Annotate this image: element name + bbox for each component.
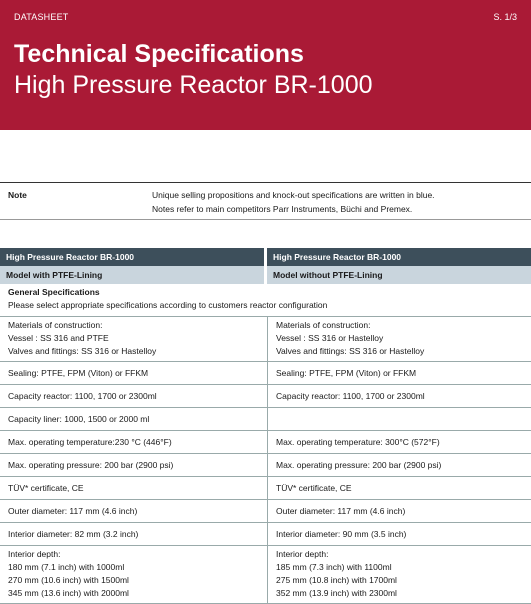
table-header-row: High Pressure Reactor BR-1000 High Press… bbox=[0, 248, 531, 266]
spec-text: Vessel : SS 316 and PTFE bbox=[8, 333, 109, 343]
spec-text: Outer diameter: 117 mm (4.6 inch) bbox=[276, 506, 406, 516]
left-spec-cell: Capacity reactor: 1100, 1700 or 2300ml bbox=[0, 385, 264, 407]
note-text-line: Notes refer to main competitors Parr Ins… bbox=[152, 204, 413, 214]
spec-text: Max. operating temperature: 300°C (572°F… bbox=[276, 437, 440, 447]
left-spec-cell: Sealing: PTFE, FPM (Viton) or FFKM bbox=[0, 362, 264, 384]
spec-text: Materials of construction: bbox=[276, 320, 371, 330]
right-spec-cell: TÜV* certificate, CE bbox=[267, 477, 531, 499]
table-row: Capacity reactor: 1100, 1700 or 2300ml Ca… bbox=[0, 385, 531, 408]
spec-text: Max. operating pressure: 200 bar (2900 p… bbox=[276, 460, 442, 470]
spec-text: Sealing: PTFE, FPM (Viton) or FFKM bbox=[8, 368, 149, 378]
spec-text: 270 mm (10.6 inch) with 1500ml bbox=[8, 575, 129, 585]
spec-text: Max. operating pressure: 200 bar (2900 p… bbox=[8, 460, 174, 470]
spec-text: Interior depth: bbox=[276, 549, 329, 559]
doc-type-label: DATASHEET bbox=[14, 12, 69, 22]
right-column-header: High Pressure Reactor BR-1000 bbox=[267, 248, 531, 266]
table-row: Sealing: PTFE, FPM (Viton) or FFKM Sealin… bbox=[0, 362, 531, 385]
spec-text: Capacity liner: 1000, 1500 or 2000 ml bbox=[8, 414, 150, 424]
spec-text: Valves and fittings: SS 316 or Hastelloy bbox=[8, 346, 157, 356]
spec-text: Interior diameter: 90 mm (3.5 inch) bbox=[276, 529, 407, 539]
spec-table: High Pressure Reactor BR-1000 High Press… bbox=[0, 248, 531, 604]
spec-text: Outer diameter: 117 mm (4.6 inch) bbox=[8, 506, 138, 516]
table-row: Max. operating temperature:230 °C (446°F… bbox=[0, 431, 531, 454]
spec-text: Materials of construction: bbox=[8, 320, 103, 330]
note-section: Note Unique selling propositions and kno… bbox=[0, 182, 531, 220]
general-specs-text: Please select appropriate specifications… bbox=[8, 300, 328, 310]
left-spec-cell: Max. operating pressure: 200 bar (2900 p… bbox=[0, 454, 264, 476]
general-specs: General Specifications Please select app… bbox=[0, 284, 531, 317]
general-specs-title: General Specifications bbox=[8, 287, 100, 297]
left-spec-cell: Max. operating temperature:230 °C (446°F… bbox=[0, 431, 264, 453]
left-spec-cell: TÜV* certificate, CE bbox=[0, 477, 264, 499]
right-spec-cell: Interior diameter: 90 mm (3.5 inch) bbox=[267, 523, 531, 545]
left-spec-cell: Materials of construction: Vessel : SS 31… bbox=[0, 317, 264, 361]
right-spec-cell: Sealing: PTFE, FPM (Viton) or FFKM bbox=[267, 362, 531, 384]
note-label: Note bbox=[8, 190, 27, 200]
right-spec-cell: Interior depth: 185 mm (7.3 inch) with 11… bbox=[267, 546, 531, 603]
spec-text: TÜV* certificate, CE bbox=[8, 483, 84, 493]
right-model-label: Model without PTFE-Lining bbox=[267, 266, 531, 284]
spec-text: Max. operating temperature:230 °C (446°F… bbox=[8, 437, 172, 447]
page-subtitle: High Pressure Reactor BR-1000 bbox=[14, 71, 373, 99]
spec-text: 275 mm (10.8 inch) with 1700ml bbox=[276, 575, 397, 585]
table-row: Materials of construction: Vessel : SS 31… bbox=[0, 317, 531, 362]
spec-text: Valves and fittings: SS 316 or Hastelloy bbox=[276, 346, 425, 356]
spec-text: Vessel : SS 316 or Hastelloy bbox=[276, 333, 384, 343]
note-text-line: Unique selling propositions and knock-ou… bbox=[152, 190, 435, 200]
right-spec-cell: Capacity reactor: 1100, 1700 or 2300ml bbox=[267, 385, 531, 407]
left-column-header: High Pressure Reactor BR-1000 bbox=[0, 248, 264, 266]
right-spec-cell bbox=[267, 408, 531, 430]
left-spec-cell: Capacity liner: 1000, 1500 or 2000 ml bbox=[0, 408, 264, 430]
left-model-label: Model with PTFE-Lining bbox=[0, 266, 264, 284]
spec-text: Interior diameter: 82 mm (3.2 inch) bbox=[8, 529, 139, 539]
spec-text: Interior depth: bbox=[8, 549, 61, 559]
left-spec-cell: Interior diameter: 82 mm (3.2 inch) bbox=[0, 523, 264, 545]
right-spec-cell: Materials of construction: Vessel : SS 31… bbox=[267, 317, 531, 361]
page-title: Technical Specifications bbox=[14, 40, 304, 68]
spec-rows: Materials of construction: Vessel : SS 31… bbox=[0, 317, 531, 604]
table-row: Capacity liner: 1000, 1500 or 2000 ml bbox=[0, 408, 531, 431]
table-row: Interior depth: 180 mm (7.1 inch) with 10… bbox=[0, 546, 531, 604]
spec-text: Capacity reactor: 1100, 1700 or 2300ml bbox=[276, 391, 425, 401]
table-row: Outer diameter: 117 mm (4.6 inch) Outer d… bbox=[0, 500, 531, 523]
spec-text: 345 mm (13.6 inch) with 2000ml bbox=[8, 588, 129, 598]
table-row: Max. operating pressure: 200 bar (2900 p… bbox=[0, 454, 531, 477]
left-spec-cell: Outer diameter: 117 mm (4.6 inch) bbox=[0, 500, 264, 522]
spec-text: Capacity reactor: 1100, 1700 or 2300ml bbox=[8, 391, 157, 401]
spec-text: Sealing: PTFE, FPM (Viton) or FFKM bbox=[276, 368, 417, 378]
spec-text: TÜV* certificate, CE bbox=[276, 483, 352, 493]
right-spec-cell: Outer diameter: 117 mm (4.6 inch) bbox=[267, 500, 531, 522]
table-row: Interior diameter: 82 mm (3.2 inch) Inter… bbox=[0, 523, 531, 546]
left-spec-cell: Interior depth: 180 mm (7.1 inch) with 10… bbox=[0, 546, 264, 603]
page-number: S. 1/3 bbox=[493, 12, 517, 22]
spec-text: 352 mm (13.9 inch) with 2300ml bbox=[276, 588, 397, 598]
right-spec-cell: Max. operating pressure: 200 bar (2900 p… bbox=[267, 454, 531, 476]
spec-text: 185 mm (7.3 inch) with 1100ml bbox=[276, 562, 392, 572]
right-spec-cell: Max. operating temperature: 300°C (572°F… bbox=[267, 431, 531, 453]
header-banner: DATASHEET S. 1/3 Technical Specification… bbox=[0, 0, 531, 130]
table-row: TÜV* certificate, CE TÜV* certificate, CE bbox=[0, 477, 531, 500]
model-row: Model with PTFE-Lining Model without PTF… bbox=[0, 266, 531, 284]
spec-text: 180 mm (7.1 inch) with 1000ml bbox=[8, 562, 125, 572]
